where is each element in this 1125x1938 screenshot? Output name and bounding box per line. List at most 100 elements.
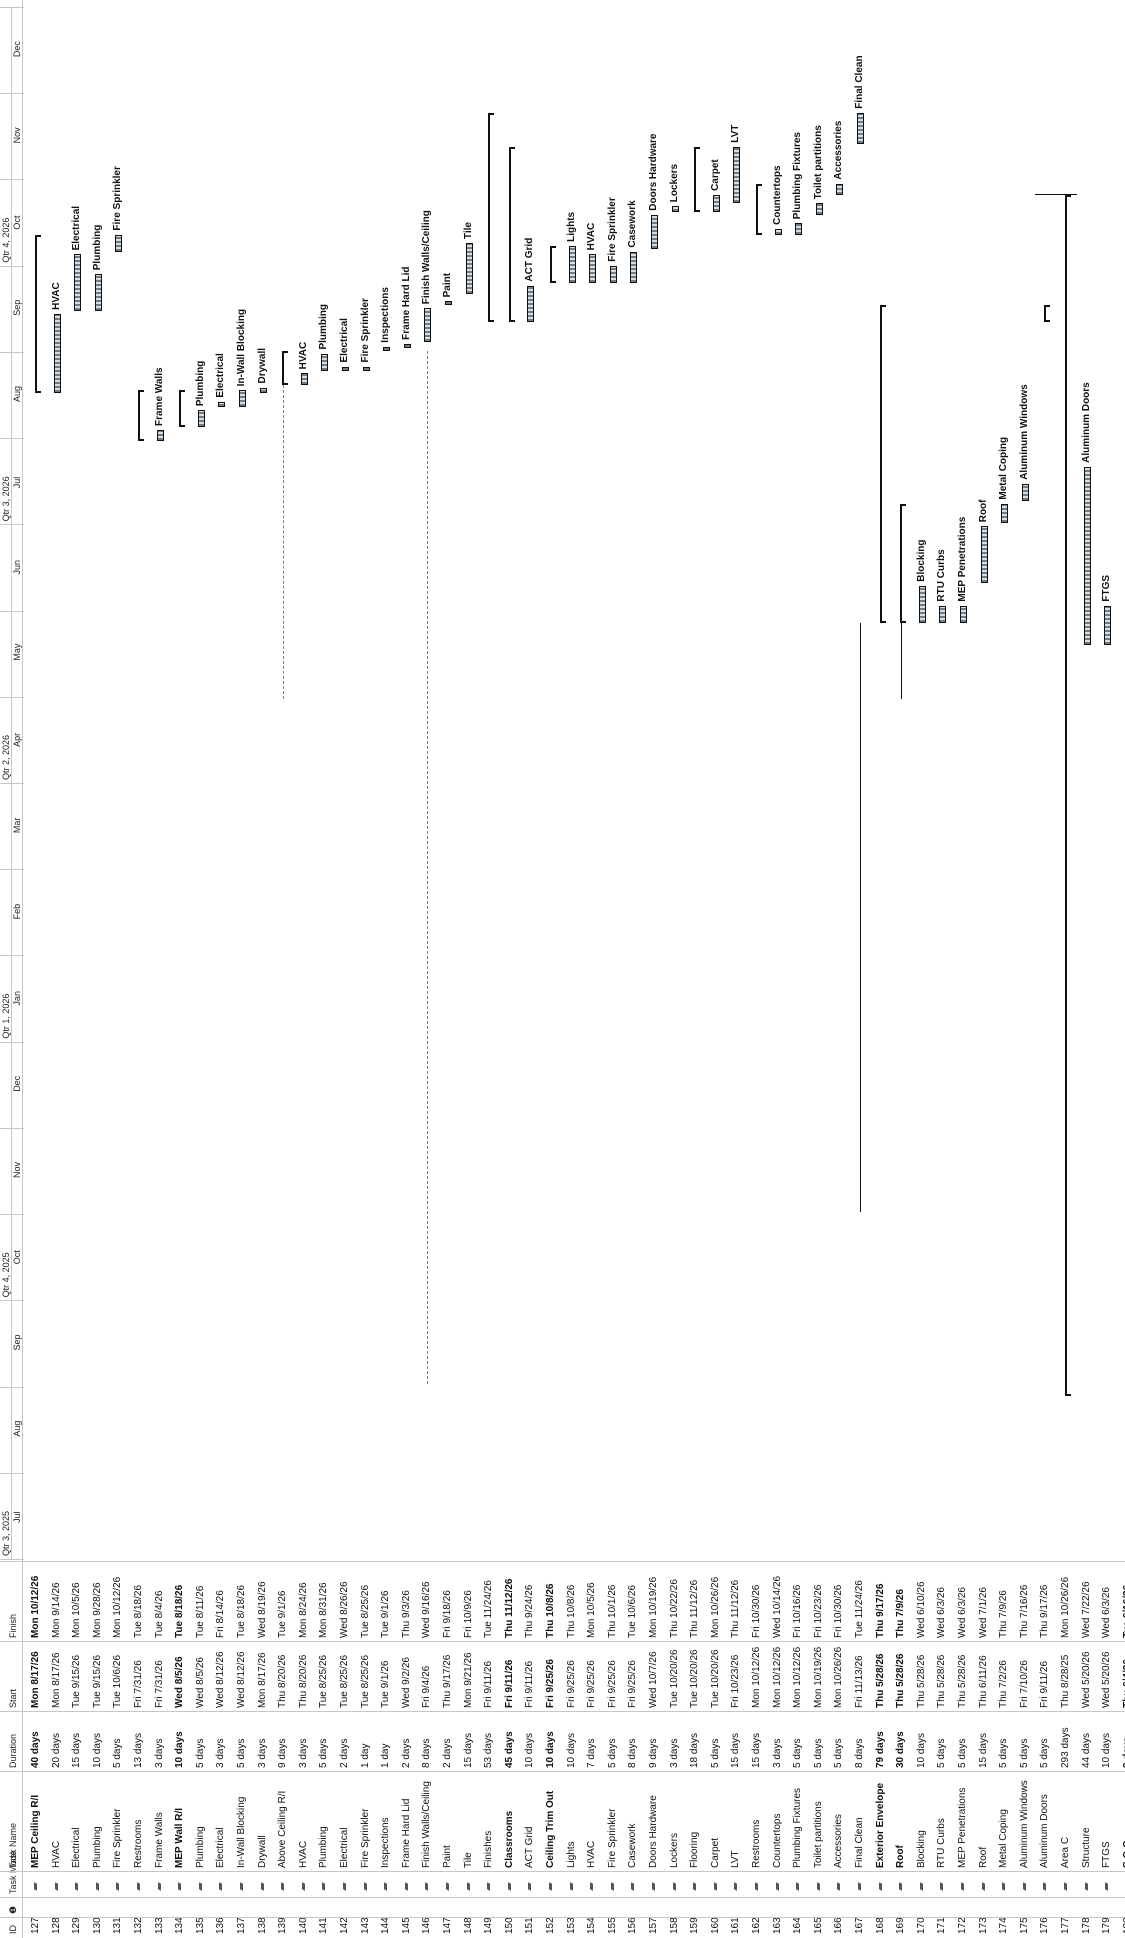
summary-bar[interactable] [179,390,182,428]
table-row[interactable]: 158 Lockers 3 days Tue 10/20/26 Thu 10/22/26 [665,1560,686,1938]
task-bar[interactable] [1001,503,1009,524]
table-row[interactable]: 143 Fire Sprinkler 1 day Tue 8/25/26 Tue 8/2… [356,1560,377,1938]
table-row[interactable]: 150 Classrooms 45 days Fri 9/11/26 Thu 11/12… [500,1560,521,1938]
table-row[interactable]: 155 Fire Sprinkler 5 days Fri 9/25/26 Thu 10… [603,1560,624,1938]
table-row[interactable]: 164 Plumbing Fixtures 5 days Mon 10/12/26 Fr… [788,1560,809,1938]
task-bar[interactable] [424,308,432,343]
table-row[interactable]: 133 Frame Walls 3 days Fri 7/31/26 Tue 8/4/2… [150,1560,171,1938]
table-row[interactable]: 159 Flooring 18 days Tue 10/20/26 Thu 11/12/… [685,1560,706,1938]
task-bar[interactable] [53,313,61,394]
task-bar[interactable] [712,194,720,212]
task-bar[interactable] [218,401,226,408]
table-row[interactable]: 157 Doors Hardware 9 days Wed 10/7/26 Mon 10… [644,1560,665,1938]
task-bar[interactable] [321,353,329,371]
task-bar[interactable] [342,366,349,371]
summary-bar[interactable] [508,146,511,323]
table-row[interactable]: 146 Finish Walls/Ceiling 8 days Fri 9/4/26 W… [417,1560,438,1938]
table-row[interactable]: 131 Fire Sprinkler 5 days Tue 10/6/26 Mon 10… [108,1560,129,1938]
task-bar[interactable] [960,605,967,623]
task-bar[interactable] [1021,483,1029,501]
table-row[interactable]: 152 Ceiling Trim Out 10 days Fri 9/25/26 Thu… [541,1560,562,1938]
table-row[interactable]: 168 Exterior Envelope 79 days Thu 5/28/26 Th… [871,1560,892,1938]
table-row[interactable]: 135 Plumbing 5 days Wed 8/5/26 Tue 8/11/26 [191,1560,212,1938]
summary-bar[interactable] [900,503,903,623]
table-row[interactable]: 179 FTGS 10 days Wed 5/20/26 Wed 6/3/26 [1097,1560,1118,1938]
task-bar[interactable] [795,223,803,235]
table-row[interactable]: 132 Restrooms 13 days Fri 7/31/26 Tue 8/18/2… [129,1560,150,1938]
table-row[interactable]: 130 Plumbing 10 days Tue 9/15/26 Mon 9/28/26 [88,1560,109,1938]
task-bar[interactable] [630,251,638,283]
table-row[interactable]: 140 HVAC 3 days Thu 8/20/26 Mon 8/24/26 [294,1560,315,1938]
summary-bar[interactable] [550,245,552,283]
table-row[interactable]: 161 LVT 15 days Fri 10/23/26 Thu 11/12/26 [726,1560,747,1938]
task-bar[interactable] [239,390,246,408]
task-bar[interactable] [589,254,597,283]
table-row[interactable]: 129 Electrical 15 days Tue 9/15/26 Mon 10/5/… [67,1560,88,1938]
task-bar[interactable] [362,366,370,371]
task-bar[interactable] [197,410,205,428]
task-bar[interactable] [74,254,82,312]
task-bar[interactable] [445,301,452,306]
task-bar[interactable] [300,373,308,385]
table-row[interactable]: 144 Inspections 1 day Tue 9/1/26 Tue 9/1/26 [376,1560,397,1938]
table-row[interactable]: 156 Casework 8 days Fri 9/25/26 Tue 10/6/26 [623,1560,644,1938]
task-bar[interactable] [1104,605,1112,646]
summary-bar[interactable] [879,305,882,623]
table-row[interactable]: 142 Electrical 2 days Tue 8/25/26 Wed 8/26/2… [335,1560,356,1938]
task-bar[interactable] [774,228,782,235]
summary-bar[interactable] [756,183,758,235]
table-row[interactable]: 138 Drywall 3 days Mon 8/17/26 Wed 8/19/26 [253,1560,274,1938]
task-bar[interactable] [156,430,164,442]
task-bar[interactable] [465,243,473,295]
summary-bar[interactable] [488,112,491,323]
task-bar[interactable] [527,285,535,323]
table-row[interactable]: 171 RTU Curbs 5 days Thu 5/28/26 Wed 6/3/26 [932,1560,953,1938]
table-row[interactable]: 134 MEP Wall R/I 10 days Wed 8/5/26 Tue 8/18… [170,1560,191,1938]
table-row[interactable]: 147 Paint 2 days Thu 9/17/26 Fri 9/18/26 [438,1560,459,1938]
summary-bar[interactable] [1044,305,1047,323]
table-row[interactable]: 151 ACT Grid 10 days Fri 9/11/26 Thu 9/24/26 [520,1560,541,1938]
table-row[interactable]: 165 Toilet partitions 5 days Mon 10/19/26 Fr… [809,1560,830,1938]
table-row[interactable]: 163 Countertops 3 days Mon 10/12/26 Wed 10/1… [768,1560,789,1938]
task-bar[interactable] [115,234,123,252]
task-bar[interactable] [939,605,947,623]
task-bar[interactable] [980,526,988,583]
table-row[interactable]: 167 Final Clean 8 days Fri 11/13/26 Tue 11/2… [850,1560,871,1938]
task-bar[interactable] [651,214,658,249]
table-row[interactable]: 172 MEP Penetrations 5 days Thu 5/28/26 Wed … [953,1560,974,1938]
table-row[interactable]: 170 Blocking 10 days Thu 5/28/26 Wed 6/10/26 [912,1560,933,1938]
task-bar[interactable] [836,183,844,195]
summary-bar[interactable] [282,350,285,385]
table-row[interactable]: 175 Aluminum Windows 5 days Fri 7/10/26 Thu … [1015,1560,1036,1938]
task-bar[interactable] [918,585,926,623]
task-bar[interactable] [609,265,617,283]
table-row[interactable]: 137 In-Wall Blocking 5 days Wed 8/12/26 Tue … [232,1560,253,1938]
table-row[interactable]: 166 Accessories 5 days Mon 10/26/26 Fri 10/3… [829,1560,850,1938]
table-row[interactable]: 128 HVAC 20 days Mon 8/17/26 Mon 9/14/26 [47,1560,68,1938]
table-row[interactable]: 141 Plumbing 5 days Tue 8/25/26 Mon 8/31/26 [314,1560,335,1938]
table-row[interactable]: 153 Lights 10 days Fri 9/25/26 Thu 10/8/26 [562,1560,583,1938]
table-row[interactable]: 145 Frame Hard Lid 2 days Wed 9/2/26 Thu 9/3… [397,1560,418,1938]
task-bar[interactable] [1083,466,1091,646]
table-row[interactable]: 154 HVAC 7 days Fri 9/25/26 Mon 10/5/26 [582,1560,603,1938]
task-bar[interactable] [733,146,741,204]
task-bar[interactable] [671,206,679,212]
table-row[interactable]: 169 Roof 30 days Thu 5/28/26 Thu 7/9/26 [891,1560,912,1938]
summary-bar[interactable] [694,146,697,212]
table-row[interactable]: 139 Above Ceiling R/I 9 days Thu 8/20/26 Tue… [273,1560,294,1938]
table-row[interactable]: 173 Roof 15 days Thu 6/11/26 Wed 7/1/26 [974,1560,995,1938]
task-bar[interactable] [403,343,411,348]
table-row[interactable]: 148 Tile 15 days Mon 9/21/26 Fri 10/9/26 [459,1560,480,1938]
table-row[interactable]: 149 Finishes 53 days Fri 9/11/26 Tue 11/24/2… [479,1560,500,1938]
task-bar[interactable] [815,203,823,215]
table-row[interactable]: 160 Carpet 5 days Tue 10/20/26 Mon 10/26/26 [706,1560,727,1938]
table-row[interactable]: 127 MEP Ceiling R/I 40 days Mon 8/17/26 Mon … [26,1560,47,1938]
task-bar[interactable] [857,112,864,144]
summary-bar[interactable] [1065,194,1067,1396]
task-bar[interactable] [383,346,391,351]
table-row[interactable]: 174 Metal Coping 5 days Thu 7/2/26 Thu 7/9/2… [994,1560,1015,1938]
task-bar[interactable] [568,245,576,283]
table-row[interactable]: 136 Electrical 3 days Wed 8/12/26 Fri 8/14/2… [211,1560,232,1938]
table-row[interactable]: 176 Aluminum Doors 5 days Fri 9/11/26 Thu 9/… [1035,1560,1056,1938]
